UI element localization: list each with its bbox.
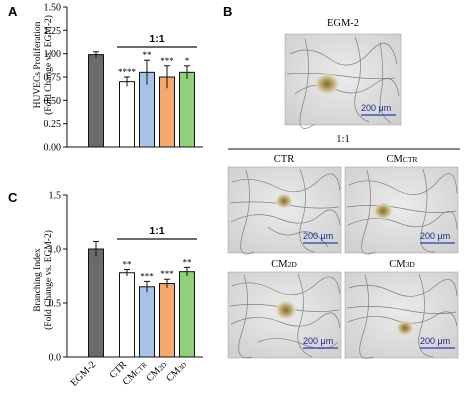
spheroid — [314, 73, 340, 95]
vessel-network — [229, 273, 341, 359]
micrograph-title-egm2: EGM-2 — [327, 18, 359, 29]
y-tick-label: 0.50 — [44, 96, 62, 107]
y-tick-label: 1.0 — [49, 245, 62, 256]
bar-cm-2d — [159, 283, 175, 358]
group-label: 1:1 — [149, 33, 164, 45]
micrograph-title-cm3d: CM3D — [389, 259, 415, 270]
micrograph-group-label: 1:1 — [336, 134, 349, 145]
chart-proliferation: HUVECs Proliferation (Fold Change vs. EG… — [32, 3, 203, 154]
micrograph-cm2d: 200 μm — [227, 271, 342, 359]
y-tick-label: 0.5 — [49, 299, 62, 310]
bar-egm-2 — [88, 54, 104, 148]
x-label-cm2d: CM2D — [144, 359, 169, 384]
y-tick-label: 0.00 — [44, 143, 62, 154]
bar-egm-2 — [88, 248, 104, 358]
micrograph-cmctr: 200 μm — [344, 166, 459, 255]
vessel-network — [346, 168, 458, 255]
significance-marker: * — [185, 56, 190, 66]
micrograph-egm2: 200 μm — [284, 33, 402, 129]
x-label-egm2: EGM-2 — [69, 359, 98, 388]
y-axis-title-a-line1: HUVECs Proliferation — [32, 21, 43, 108]
y-tick-label: 1.00 — [44, 49, 62, 60]
y-tick-label: 1.25 — [44, 26, 62, 37]
y-tick-label: 0.0 — [49, 353, 62, 364]
y-tick-label: 1.5 — [49, 191, 62, 202]
bar-ctr — [119, 272, 135, 358]
scale-bar-label: 200 μm — [303, 231, 333, 241]
panel-letter-c: C — [8, 190, 18, 205]
significance-marker: *** — [140, 271, 154, 281]
significance-marker: *** — [160, 56, 174, 66]
spheroid — [396, 320, 414, 336]
micrograph-panel: EGM-2 200 μm 1:1 CTR CMCTR CM2D CM3D — [227, 18, 460, 359]
y-tick-label: 0.75 — [44, 73, 62, 84]
bar-cm-ctr — [139, 286, 155, 358]
panel-letter-a: A — [8, 4, 18, 19]
significance-marker: **** — [118, 67, 137, 77]
scale-bar-label: 200 μm — [420, 336, 450, 346]
y-tick-label: 0.25 — [44, 119, 62, 130]
micrograph-ctr: 200 μm — [227, 166, 342, 255]
x-label-cm3d: CM3D — [164, 359, 189, 384]
micrograph-title-cm2d: CM2D — [271, 259, 297, 270]
bar-ctr — [119, 81, 135, 148]
x-axis-labels: EGM-2 CTR CMCTR CM2D CM3D — [69, 359, 189, 389]
y-axis-title-a-line2: (Fold Change vs. EGM-2) — [43, 15, 54, 115]
micrograph-title-cmctr: CMCTR — [387, 154, 418, 165]
scale-bar-label: 200 μm — [361, 103, 391, 113]
significance-marker: ** — [143, 50, 153, 60]
spheroid — [275, 300, 297, 320]
micrograph-title-ctr: CTR — [274, 154, 294, 165]
group-label: 1:1 — [149, 225, 164, 237]
spheroid — [275, 193, 293, 209]
vessel-network — [346, 273, 458, 359]
significance-marker: ** — [123, 260, 133, 270]
spheroid — [373, 202, 393, 220]
bar-cm-3d — [179, 71, 195, 148]
y-axis-title-c-line1: Branching Index — [33, 248, 43, 312]
chart-branching: Branching Index (Fold Change vs. EGM-2) … — [33, 191, 203, 364]
scale-bar-label: 200 μm — [303, 336, 333, 346]
bar-cm-3d — [179, 271, 195, 358]
y-axis-title-c-line2: (Fold Change vs. EGM-2) — [43, 230, 54, 330]
micrograph-cm3d: 200 μm — [344, 271, 459, 359]
scale-bar-label: 200 μm — [420, 231, 450, 241]
panel-letter-b: B — [223, 4, 232, 19]
significance-marker: *** — [160, 269, 174, 279]
y-tick-label: 1.50 — [44, 3, 62, 14]
significance-marker: ** — [183, 257, 193, 267]
